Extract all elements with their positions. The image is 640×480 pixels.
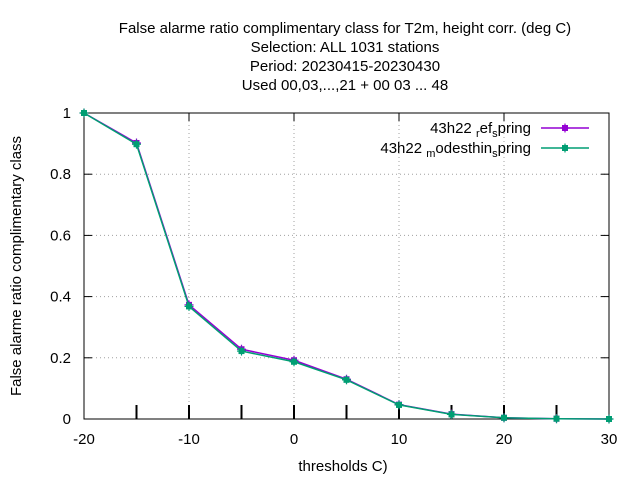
chart-title: False alarme ratio complimentary class f… bbox=[119, 20, 571, 94]
data-point bbox=[552, 414, 561, 424]
legend-entry-1: 43h22 refspring bbox=[430, 120, 589, 140]
x-tick-labels: -20 -10 0 10 20 30 bbox=[73, 431, 617, 448]
title-line-1: False alarme ratio complimentary class f… bbox=[119, 20, 571, 37]
y-tick-label: 0.4 bbox=[50, 289, 71, 306]
title-line-3: Period: 20230415-20230430 bbox=[250, 58, 440, 75]
legend-marker bbox=[560, 143, 570, 153]
data-point bbox=[394, 400, 404, 410]
y-tick-label: 0.2 bbox=[50, 350, 71, 367]
x-tick-label: 10 bbox=[391, 431, 408, 448]
data-point bbox=[604, 414, 614, 424]
data-point bbox=[79, 108, 89, 118]
title-line-4: Used 00,03,...,21 + 00 03 ... 48 bbox=[242, 77, 448, 94]
data-point bbox=[499, 413, 509, 423]
axis-ticks bbox=[83, 112, 610, 420]
y-tick-label: 0.8 bbox=[50, 166, 71, 183]
series-line bbox=[83, 112, 610, 420]
legend-label: 43h22 modesthinspring bbox=[380, 140, 531, 160]
data-point bbox=[132, 139, 141, 149]
data-point bbox=[184, 301, 194, 311]
x-tick-label: -10 bbox=[178, 431, 200, 448]
y-axis-label: False alarme ratio complimentary class bbox=[8, 136, 25, 396]
plot-frame bbox=[83, 112, 610, 420]
legend-marker bbox=[560, 123, 570, 133]
title-line-2: Selection: ALL 1031 stations bbox=[251, 39, 440, 56]
data-point bbox=[237, 346, 246, 356]
legend-label: 43h22 refspring bbox=[430, 120, 531, 140]
series-2 bbox=[79, 108, 614, 424]
x-tick-label: 30 bbox=[601, 431, 618, 448]
y-tick-labels: 0 0.2 0.4 0.6 0.8 1 bbox=[50, 105, 71, 428]
y-tick-label: 1 bbox=[63, 105, 71, 122]
data-point bbox=[342, 375, 351, 385]
data-point bbox=[289, 357, 299, 367]
x-tick-label: 0 bbox=[290, 431, 298, 448]
x-axis-label: thresholds C) bbox=[298, 458, 387, 475]
data-point bbox=[447, 409, 456, 419]
y-tick-label: 0.6 bbox=[50, 227, 71, 244]
series-line bbox=[83, 112, 610, 420]
grid bbox=[84, 113, 609, 419]
x-tick-label: 20 bbox=[496, 431, 513, 448]
legend-entry-2: 43h22 modesthinspring bbox=[380, 140, 589, 160]
series-group bbox=[79, 108, 614, 424]
x-tick-label: -20 bbox=[73, 431, 95, 448]
y-tick-label: 0 bbox=[63, 411, 71, 428]
